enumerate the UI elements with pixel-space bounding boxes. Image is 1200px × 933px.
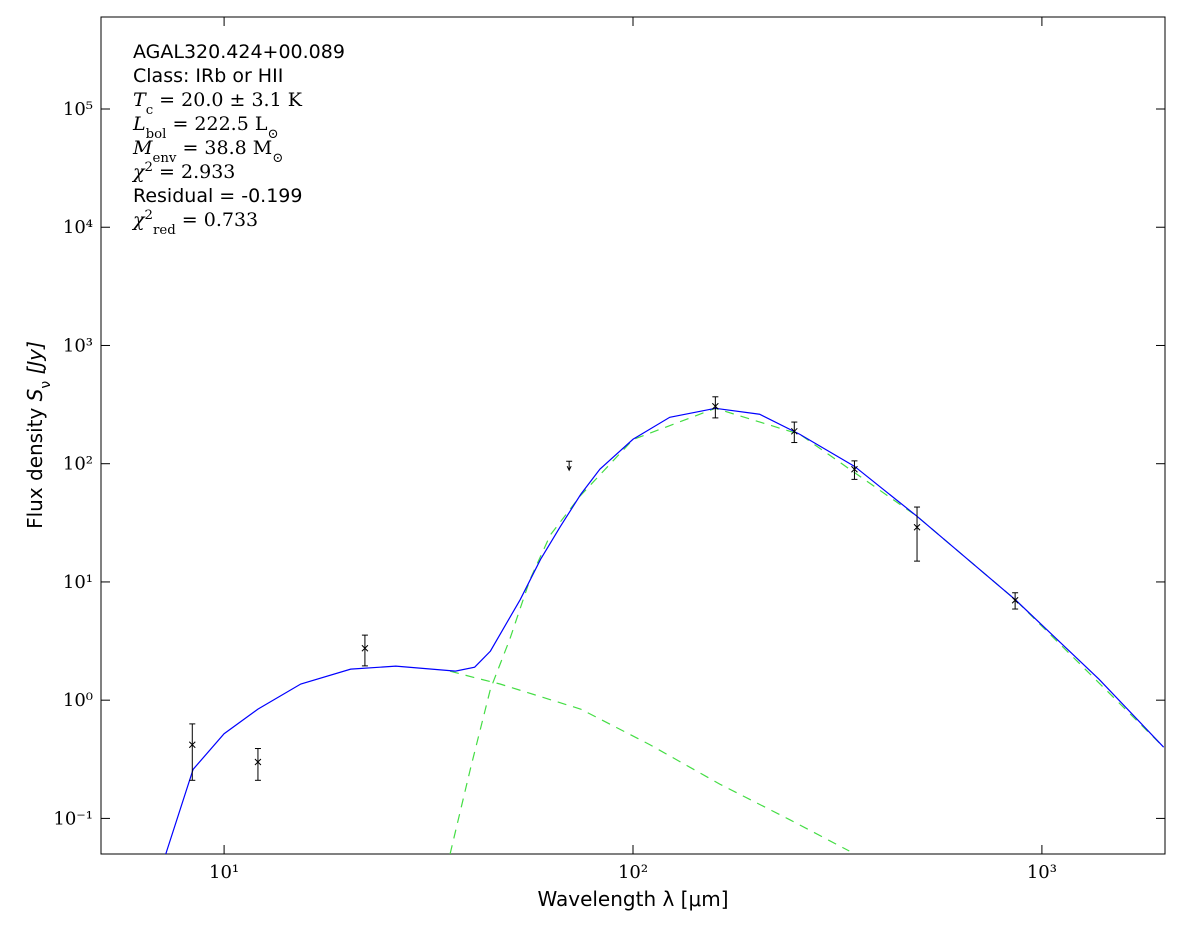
text-part: ⊙ [272,151,283,166]
data-point [254,758,262,766]
text-part: 2 [145,208,153,223]
annotation: χ2 = 2.933 [131,160,235,184]
annotation: Lbol = 222.5 L⊙ [132,113,279,142]
annotation: AGAL320.424+00.089 [133,41,345,63]
data-point [188,741,196,749]
text-part: Residual = -0.199 [133,185,303,207]
annotation: Menv = 38.8 M⊙ [132,137,283,166]
text-part: L [132,113,146,135]
data-point [913,523,921,531]
error-bar [791,421,798,444]
component-curve [449,670,850,852]
plot-area [165,396,1165,854]
y-tick-label: 10³ [63,335,93,356]
y-tick-label: 10² [63,454,93,475]
text-part: = 2.933 [153,161,235,183]
text-part: χ [131,209,146,231]
text-part: = 0.733 [176,209,258,231]
text-part: c [146,103,153,118]
text-part: ⊙ [267,127,278,142]
text-part: [Jy] [23,341,47,381]
text-part: red [153,223,176,238]
text-part: = 38.8 M [176,137,272,159]
upper-limit [566,460,573,472]
data-point [851,465,858,473]
text-part: = 20.0 ± 3.1 K [153,89,303,111]
data-point [711,402,719,410]
text-part: AGAL320.424+00.089 [133,41,345,63]
y-axis-label: Flux density Sν [Jy] [23,341,54,529]
text-part: env [152,151,176,166]
y-tick-label: 10⁴ [63,217,93,238]
y-tick-label: 10⁵ [63,99,93,120]
text-part: χ [131,161,146,183]
x-tick-label: 10³ [1027,862,1057,883]
text-part: 2 [145,160,153,175]
x-tick-label: 10¹ [209,862,239,883]
y-tick-label: 10¹ [63,572,93,593]
y-tick-label: 10⁰ [63,690,93,711]
annotation: Tc = 20.0 ± 3.1 K [133,89,303,118]
annotation: Class: IRb or HII [133,65,283,87]
x-tick-label: 10² [618,862,648,883]
annotation: χ2red = 0.733 [131,208,258,238]
annotation: Residual = -0.199 [133,185,303,207]
text-part: S [23,388,47,401]
text-part: ν [38,381,54,389]
component-curve [449,407,1165,854]
data-point [790,427,798,435]
text-part: = 222.5 L [166,113,267,135]
error-bar [712,396,719,419]
model-curve [165,407,1165,854]
error-bar [254,748,261,781]
error-bar [914,506,921,562]
error-bar [189,723,196,781]
y-tick-label: 10⁻¹ [53,808,93,829]
text-part: Flux density [23,401,47,529]
data-point [361,644,369,652]
text-part: bol [146,127,167,142]
error-bar [361,634,368,667]
x-axis-label: Wavelength λ [μm] [537,887,728,911]
error-bar [851,460,858,480]
text-part: Class: IRb or HII [133,65,283,87]
data-point [1011,596,1019,604]
text-part: M [132,137,153,159]
text-part: T [133,89,147,111]
